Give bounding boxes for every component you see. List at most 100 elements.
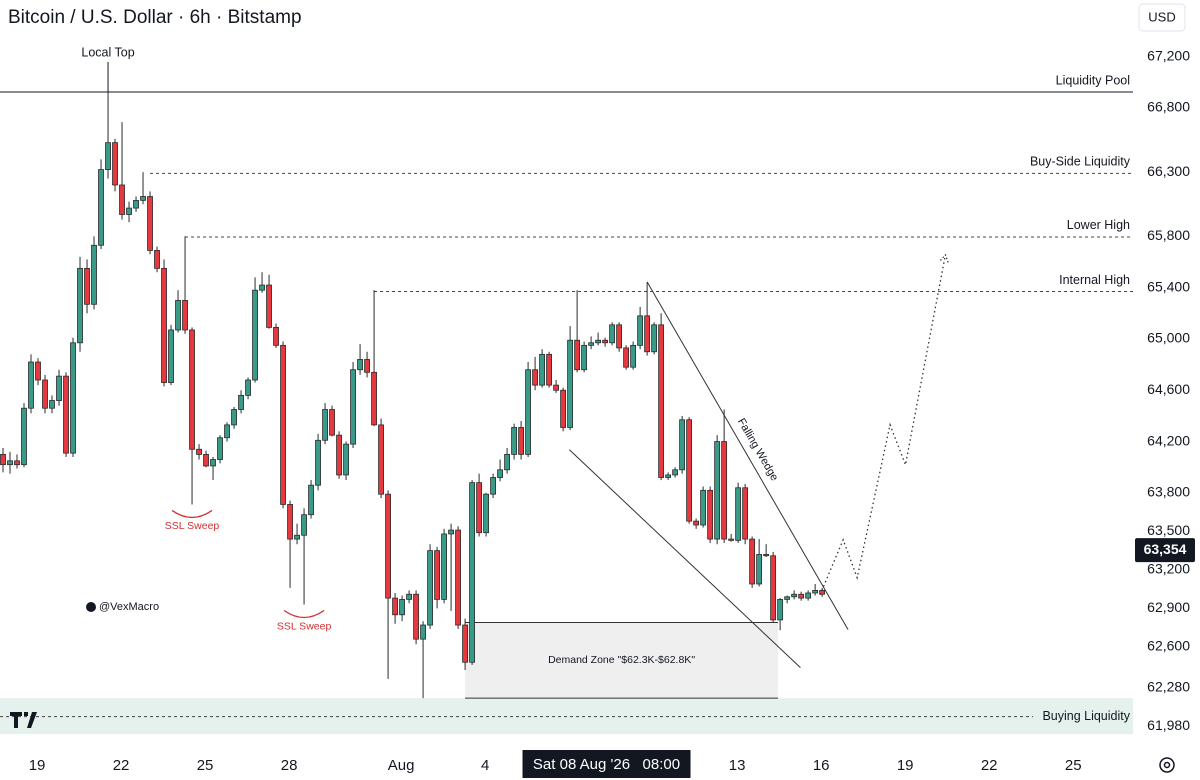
candle-body — [133, 199, 139, 209]
candle-body — [308, 484, 314, 516]
tv-logo-shape — [10, 712, 37, 728]
candle-body — [7, 460, 13, 466]
candle-body — [770, 555, 777, 621]
projection-arrowhead — [939, 253, 949, 263]
y-tick-label: 65,400 — [1147, 278, 1190, 294]
candle-body — [532, 369, 538, 386]
candle-body — [763, 554, 770, 557]
candle-body — [518, 427, 524, 455]
candle-body — [707, 489, 714, 540]
candle-body — [301, 514, 307, 536]
candle-body — [399, 598, 405, 616]
candle-body — [350, 369, 356, 445]
candle-body — [798, 593, 805, 599]
level-label: Internal High — [1059, 273, 1130, 287]
candle-body — [252, 289, 258, 381]
candle-body — [147, 196, 153, 251]
currency-label: USD — [1148, 9, 1175, 24]
x-tick-label: 4 — [481, 757, 489, 774]
settings-ring — [1159, 757, 1175, 773]
x-tick-label: 19 — [897, 757, 914, 774]
watermark: @VexMacro — [99, 601, 159, 613]
last-price-label: 63,354 — [1144, 541, 1187, 557]
candle-body — [287, 504, 293, 540]
candle-body — [812, 590, 819, 594]
candle-body — [231, 409, 237, 426]
x-tick-label: 22 — [113, 757, 130, 774]
candle-body — [189, 329, 195, 450]
candle-body — [238, 394, 244, 410]
candle-body — [693, 520, 700, 526]
y-tick-label: 66,300 — [1147, 163, 1190, 179]
candle-body — [49, 400, 55, 409]
currency-button[interactable] — [1138, 3, 1186, 32]
y-tick-label: 65,000 — [1147, 330, 1190, 346]
candle-body — [406, 593, 412, 600]
candle-body — [735, 487, 742, 541]
candle-body — [749, 538, 756, 585]
candle-body — [546, 353, 553, 386]
y-tick-label: 64,200 — [1147, 432, 1190, 448]
y-tick-label: 62,280 — [1147, 679, 1190, 695]
candle-body — [637, 315, 644, 346]
candle-body — [315, 439, 321, 486]
candle-body — [567, 339, 574, 428]
candle-body — [203, 454, 209, 467]
projection-path — [819, 254, 947, 596]
demand-zone-label: Demand Zone "$62.3K-$62.8K" — [548, 654, 695, 666]
candle-body — [469, 482, 475, 663]
candle-body — [756, 554, 763, 585]
x-tick-label: 25 — [1065, 757, 1082, 774]
crosshair-box — [522, 750, 691, 778]
level-label: Liquidity Pool — [1056, 73, 1130, 87]
x-tick-label: 25 — [197, 757, 214, 774]
candle-body — [42, 379, 48, 409]
candle-body — [280, 344, 286, 505]
candle-body — [784, 596, 791, 600]
candle-body — [28, 361, 34, 409]
y-tick-label: 63,500 — [1147, 522, 1190, 538]
x-tick-label: Aug — [388, 757, 415, 774]
level-label: Buy-Side Liquidity — [1030, 155, 1131, 169]
candle-body — [91, 244, 97, 305]
candle-body — [672, 469, 679, 476]
candle-body — [224, 424, 230, 439]
candle-body — [609, 324, 616, 344]
background-layer — [0, 91, 1133, 735]
candle-body — [0, 454, 6, 466]
wedge-upper — [646, 281, 849, 630]
candle-body — [385, 493, 391, 599]
marks-layer — [0, 92, 826, 699]
candle-body — [455, 529, 461, 626]
settings-icon[interactable] — [1159, 757, 1175, 773]
candle-body — [483, 493, 489, 534]
candle-body — [378, 424, 384, 495]
candle-body — [259, 284, 265, 291]
candle-body — [105, 142, 111, 170]
candle-body — [168, 329, 174, 383]
candle-body — [504, 454, 510, 471]
candle-body — [686, 419, 693, 522]
candle-body — [175, 300, 181, 331]
candle-body — [434, 550, 440, 600]
candle-body — [119, 184, 125, 215]
candle-body — [210, 459, 216, 467]
candle-body — [413, 593, 419, 640]
candle-body — [791, 593, 798, 598]
candle-body — [343, 443, 349, 476]
candle-body — [14, 460, 20, 466]
candle-body — [511, 427, 517, 455]
level-label: Buying Liquidity — [1042, 709, 1130, 723]
y-tick-label: 61,980 — [1147, 717, 1190, 733]
candle-body — [616, 324, 623, 349]
candle-body — [357, 359, 363, 371]
candle-body — [273, 326, 279, 346]
y-tick-label: 64,600 — [1147, 381, 1190, 397]
chart-title: Bitcoin / U.S. Dollar · 6h · Bitstamp — [8, 7, 302, 28]
demand-zone — [465, 622, 779, 699]
candle-body — [805, 592, 812, 599]
candle-body — [140, 196, 146, 201]
candle-body — [700, 489, 707, 526]
candle-body — [742, 487, 749, 540]
candle-body — [462, 624, 468, 663]
